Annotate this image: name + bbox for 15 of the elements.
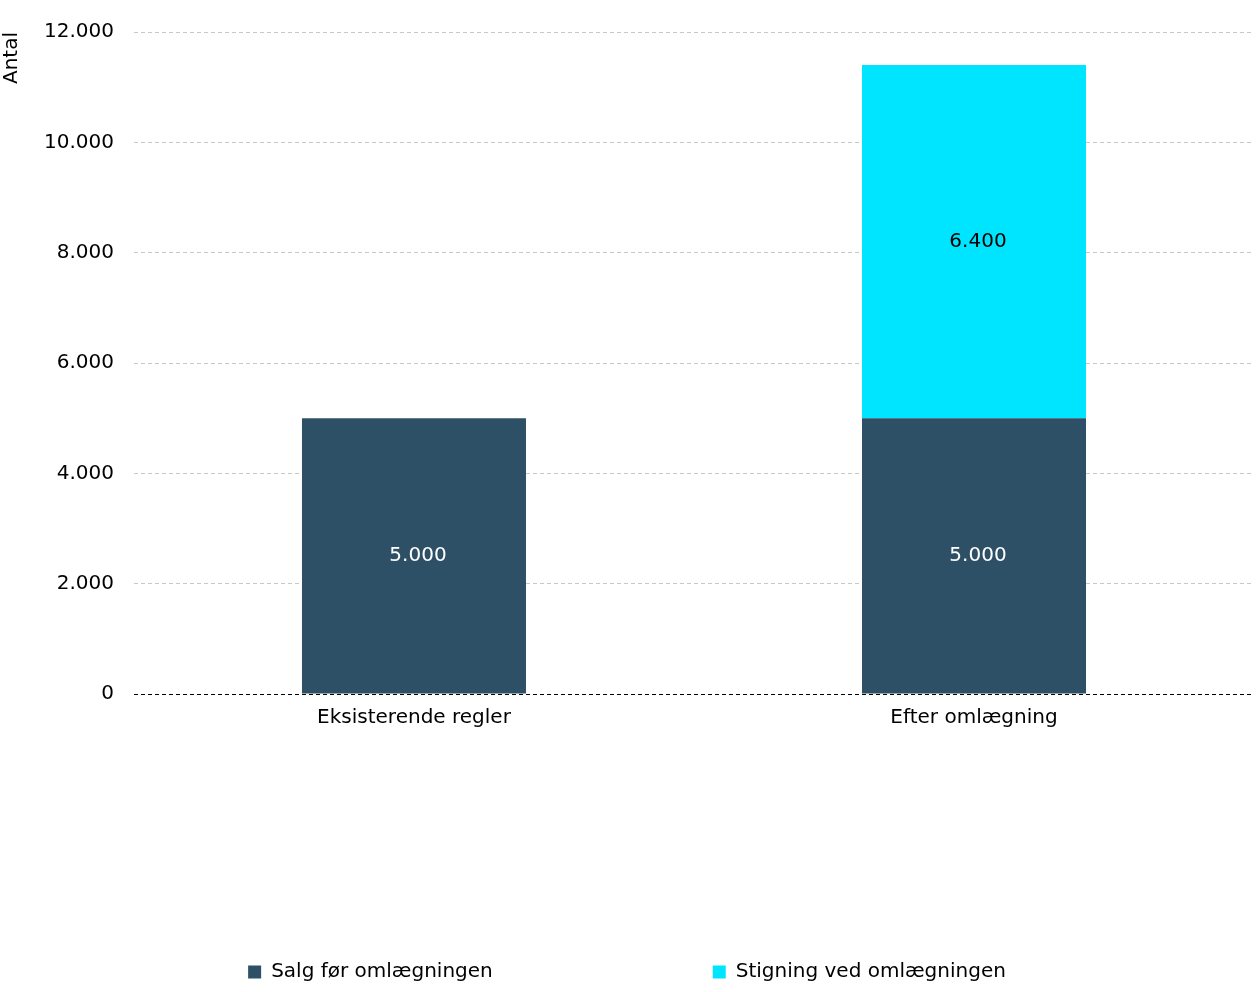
y-tick-label: 0: [101, 680, 114, 705]
y-tick-label: 8.000: [56, 238, 114, 263]
legend-label: Stigning ved omlægningen: [735, 958, 1006, 983]
data-label: 5.000: [389, 542, 447, 567]
x-tick-label: Eksisterende regler: [317, 704, 512, 729]
legend-label: Salg før omlægningen: [271, 958, 493, 983]
data-label: 6.400: [949, 227, 1007, 252]
y-tick-label: 2.000: [56, 569, 114, 594]
x-tick-label: Efter omlægning: [890, 704, 1058, 729]
y-tick-label: 12.000: [44, 18, 114, 43]
y-tick-label: 10.000: [44, 128, 114, 153]
data-label: 5.000: [949, 542, 1007, 567]
y-tick-label: 4.000: [56, 459, 114, 484]
y-tick-label: 6.000: [56, 349, 114, 374]
y-axis-title: Antal: [0, 32, 23, 85]
